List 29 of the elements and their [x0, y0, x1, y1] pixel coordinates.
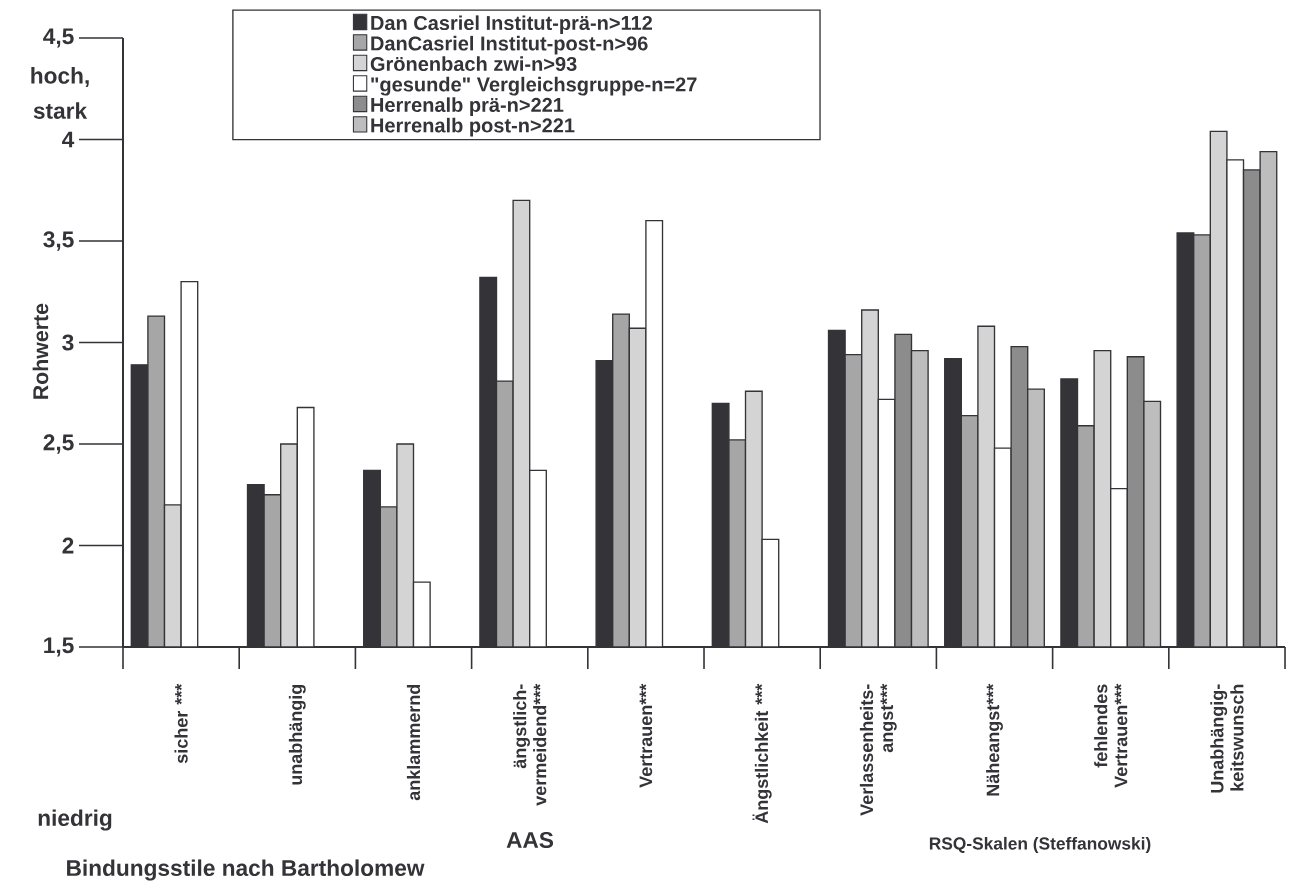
x-tick-label: Näheangst*** — [986, 683, 1003, 796]
y-tick-label: 2,5 — [43, 434, 74, 454]
y-tick-label: 3 — [62, 334, 74, 351]
y-tick-label: 3,5 — [43, 231, 74, 251]
x-tick-label: Verlassenheits-angst*** — [859, 683, 897, 816]
legend-label: DanCasriel Institut-post-n>96 — [371, 35, 648, 55]
legend-label: Herrenalb prä-n>221 — [371, 97, 564, 116]
x-tick-label: Unabhängig-keitswunsch — [1210, 684, 1244, 793]
text: AAS — [506, 831, 554, 849]
y-tick-label: 2 — [62, 537, 74, 554]
text: niedrig — [38, 809, 112, 831]
y-tick-label: 4,5 — [43, 28, 74, 48]
text: Bindungsstile nach Bartholomew — [67, 859, 425, 881]
legend-label: "gesunde" Vergleichsgruppe-n=27 — [371, 76, 697, 96]
text: RSQ-Skalen (Steffanowski) — [929, 836, 1151, 854]
y-axis-title: Rohwerte — [32, 303, 49, 399]
x-tick-label: ängstlich-vermeidend*** — [513, 683, 547, 806]
legend-label: Dan Casriel Institut-prä-n>112 — [371, 15, 653, 35]
x-tick-label: unabhängig — [288, 684, 306, 785]
x-tick-label: Ängstlichkeit *** — [752, 683, 772, 824]
legend-label: Grönenbach zwi-n>93 — [370, 56, 577, 72]
legend-label: Herrenalb post-n>221 — [371, 117, 575, 137]
text: hoch, stark — [31, 67, 89, 119]
y-tick-label: 4 — [62, 131, 75, 148]
x-tick-label: sicher *** — [174, 683, 188, 764]
x-tick-label: fehlendes Vertrauen*** — [1094, 683, 1128, 788]
y-tick-label: 1,5 — [44, 637, 74, 657]
x-tick-label: anklammernd — [406, 684, 421, 801]
x-tick-label: Vertrauen*** — [639, 683, 653, 788]
